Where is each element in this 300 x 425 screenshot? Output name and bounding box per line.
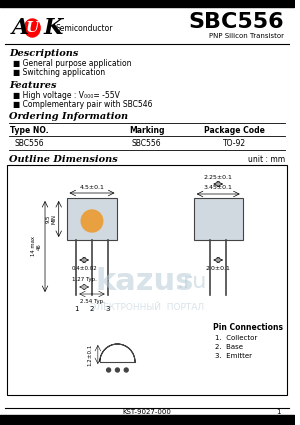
Text: Pin Connections: Pin Connections xyxy=(213,323,283,332)
Text: SBC556: SBC556 xyxy=(14,139,44,147)
Text: 3: 3 xyxy=(105,306,110,312)
Text: 2: 2 xyxy=(90,306,94,312)
Text: ■ Switching application: ■ Switching application xyxy=(13,68,105,76)
Text: 1.  Collector: 1. Collector xyxy=(215,335,257,341)
Text: ■ General purpose application: ■ General purpose application xyxy=(13,59,131,68)
Bar xyxy=(194,198,243,240)
Text: K: K xyxy=(43,17,62,39)
Text: Type NO.: Type NO. xyxy=(10,125,49,134)
Text: unit : mm: unit : mm xyxy=(248,155,285,164)
Circle shape xyxy=(81,210,103,232)
Text: .ru: .ru xyxy=(177,272,207,292)
Circle shape xyxy=(116,368,119,372)
Text: 14 max
46: 14 max 46 xyxy=(31,236,42,257)
Circle shape xyxy=(124,368,128,372)
FancyBboxPatch shape xyxy=(7,165,287,395)
Text: Outline Dimensions: Outline Dimensions xyxy=(9,155,118,164)
Text: Features: Features xyxy=(9,80,56,90)
Text: TO-92: TO-92 xyxy=(223,139,246,147)
Text: ЭЛЕКТРОННЫЙ  ПОРТАЛ: ЭЛЕКТРОННЫЙ ПОРТАЛ xyxy=(90,303,204,312)
Bar xyxy=(67,198,117,240)
Text: kazus: kazus xyxy=(96,267,194,297)
Text: Marking: Marking xyxy=(129,125,164,134)
Text: PNP Silicon Transistor: PNP Silicon Transistor xyxy=(209,33,284,39)
Text: U: U xyxy=(26,21,39,35)
Text: 3.  Emitter: 3. Emitter xyxy=(215,353,252,359)
Text: 2.0±0.1: 2.0±0.1 xyxy=(206,266,231,272)
Text: 3.45±0.1: 3.45±0.1 xyxy=(204,184,232,190)
Text: 1.27 Typ.: 1.27 Typ. xyxy=(72,277,97,281)
Text: 2.54 Typ.: 2.54 Typ. xyxy=(80,298,104,303)
Ellipse shape xyxy=(25,19,40,37)
Text: 9.5
MIN: 9.5 MIN xyxy=(46,214,56,224)
Text: ■ Complementary pair with SBC546: ■ Complementary pair with SBC546 xyxy=(13,99,152,108)
Circle shape xyxy=(107,368,111,372)
Text: SBC556: SBC556 xyxy=(132,139,162,147)
Text: Package Code: Package Code xyxy=(204,125,265,134)
Text: A: A xyxy=(12,17,29,39)
Text: 1.2±0.1: 1.2±0.1 xyxy=(88,343,92,366)
Text: KST-9027-000: KST-9027-000 xyxy=(122,409,171,415)
Text: ■ High voltage : V₀₀₀= -55V: ■ High voltage : V₀₀₀= -55V xyxy=(13,91,120,99)
Text: 0.4±0.02: 0.4±0.02 xyxy=(71,266,97,272)
Text: SBC556: SBC556 xyxy=(188,12,284,32)
Text: 2.  Base: 2. Base xyxy=(215,344,243,350)
Text: 4.5±0.1: 4.5±0.1 xyxy=(80,184,104,190)
Text: 1: 1 xyxy=(74,306,79,312)
Text: 1: 1 xyxy=(277,409,281,415)
Text: Semiconductor: Semiconductor xyxy=(56,23,113,32)
Text: Descriptions: Descriptions xyxy=(9,48,78,57)
Text: Ordering Information: Ordering Information xyxy=(9,111,128,121)
Text: 2.25±0.1: 2.25±0.1 xyxy=(204,175,232,179)
